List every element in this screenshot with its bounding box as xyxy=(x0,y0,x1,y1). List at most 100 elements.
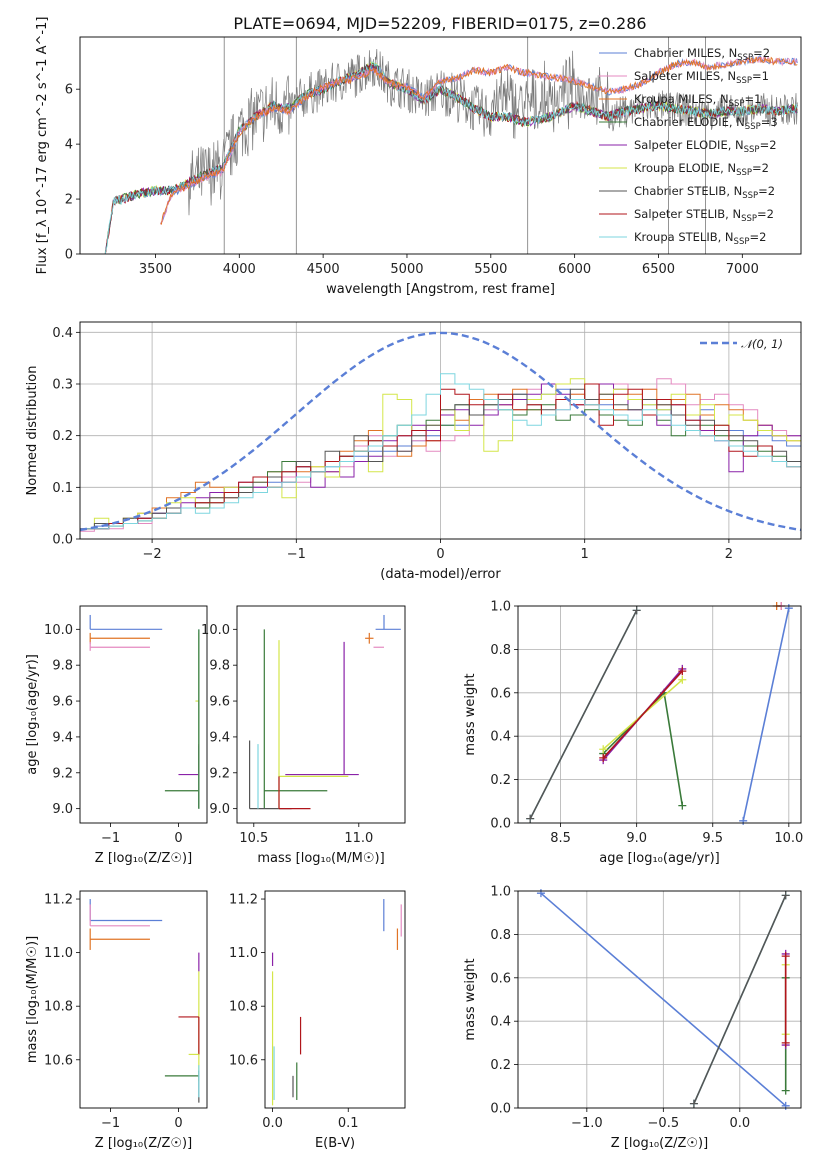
x-tick-label: 0 xyxy=(174,1116,182,1131)
plus-marker xyxy=(739,816,748,825)
axes-frame xyxy=(264,890,406,1109)
x-tick-label: 0 xyxy=(174,831,182,846)
y-tick-label: 9.0 xyxy=(209,802,230,817)
age_vs_Z-panel: −1 0 9.0 9.2 9.4 9.6 9.8 10.0 Z [log₁₀(Z/Z☉)] age… xyxy=(25,605,208,866)
x-tick-label: 0.0 xyxy=(729,1116,750,1131)
errorbar-point xyxy=(89,641,150,651)
y-tick-label: 1.0 xyxy=(490,885,511,900)
histogram-step xyxy=(80,373,801,539)
x-tick-label: 1 xyxy=(581,547,589,562)
legend-label-suffix: =2 xyxy=(752,161,769,175)
x-tick-label: −1 xyxy=(101,831,120,846)
x-tick-label: 6000 xyxy=(558,262,591,277)
y-tick-label: 0 xyxy=(65,248,73,263)
x-axis-label: age [log₁₀(age/yr)] xyxy=(599,851,720,866)
errorbars xyxy=(271,899,402,1106)
massweight_vs_Z-panel: −1.0 −0.5 0.0 0.0 0.2 0.4 0.6 0.8 1.0 Z [log₁₀(Z/… xyxy=(463,885,802,1151)
legend-label-suffix: =2 xyxy=(760,138,777,152)
x-tick-label: 2 xyxy=(725,547,733,562)
legend-label-main: Salpeter ELODIE, N xyxy=(634,138,744,152)
legend-label-main: Chabrier MILES, N xyxy=(634,46,737,60)
x-tick-label: 8.5 xyxy=(550,831,571,846)
plus-marker xyxy=(784,604,793,613)
axes-frame xyxy=(79,605,208,824)
y-tick-label: 11.2 xyxy=(229,893,258,908)
x-tick-label: 9.0 xyxy=(626,831,647,846)
axes-frame xyxy=(517,605,802,824)
legend-label-sub: SSP xyxy=(734,237,750,247)
plus-marker xyxy=(536,889,545,898)
legend-label-sub: SSP xyxy=(737,53,753,63)
plus-marker xyxy=(781,1038,790,1047)
errorbar-point xyxy=(178,1016,200,1055)
x-tick-label: 0.0 xyxy=(262,1116,283,1131)
x-tick-label: 0 xyxy=(436,547,444,562)
errorbar-point xyxy=(375,614,401,630)
x-tick-label: 4500 xyxy=(307,262,340,277)
y-tick-label: 0.3 xyxy=(52,378,73,393)
errorbar-point xyxy=(285,641,359,776)
legend-label-suffix: =1 xyxy=(752,69,769,83)
y-tick-label: 0.2 xyxy=(490,1058,511,1073)
x-axis-label: E(B-V) xyxy=(315,1136,355,1151)
histograms xyxy=(80,331,801,539)
weight-line xyxy=(602,691,684,806)
x-tick-label: 10.5 xyxy=(239,831,268,846)
legend-label-sub: SSP xyxy=(736,168,752,178)
y-tick-label: 0.4 xyxy=(490,1015,511,1030)
y-tick-label: 10.8 xyxy=(44,1000,73,1015)
legend-label-suffix: =2 xyxy=(749,230,766,244)
legend-label-main: Chabrier ELODIE, N xyxy=(634,115,745,129)
legend-label-main: Kroupa STELIB, N xyxy=(634,230,734,244)
x-tick-label: 11.0 xyxy=(344,831,373,846)
spectrum-lines xyxy=(104,37,798,254)
legend-label: Salpeter STELIB, NSSP=2 xyxy=(634,207,774,224)
residuals-panel: −2 −1 0 1 2 0.0 0.1 0.2 0.3 0.4 (data-model)/error… xyxy=(25,321,802,582)
y-tick-label: 0.4 xyxy=(52,326,73,341)
plus-marker xyxy=(678,667,687,676)
legend-label-main: Kroupa MILES, N xyxy=(634,92,729,106)
errorbar-point xyxy=(89,899,163,922)
y-tick-label: 11.0 xyxy=(44,946,73,961)
plus-marker xyxy=(781,952,790,961)
errorbar-point xyxy=(89,904,150,927)
legend-label-main: Chabrier STELIB, N xyxy=(634,184,742,198)
y-tick-label: 0.0 xyxy=(490,817,511,832)
axes-frame xyxy=(79,36,802,255)
errorbar-point xyxy=(164,790,200,809)
legend-label-sub: SSP xyxy=(729,99,745,109)
plus-marker xyxy=(599,753,608,762)
errorbar-point xyxy=(89,614,163,630)
spectrum-panel: 3500 4000 4500 5000 5500 6000 6500 7000 0 2 4 6 wave… xyxy=(35,17,802,297)
y-axis-label: mass weight xyxy=(463,958,478,1040)
x-tick-label: −1 xyxy=(287,547,306,562)
age_vs_mass-panel: 10.5 11.0 9.0 9.2 9.4 9.6 9.8 10.0 mass [log₁₀(M… xyxy=(201,605,406,866)
x-tick-label: 3500 xyxy=(139,262,172,277)
weight-lines xyxy=(536,889,790,1110)
legend-label-suffix: =2 xyxy=(758,184,775,198)
y-tick-label: 4 xyxy=(65,138,73,153)
x-tick-label: 10.0 xyxy=(774,831,803,846)
legend-label-suffix: =2 xyxy=(753,46,770,60)
y-axis-label: Normed distribution xyxy=(25,366,40,496)
y-tick-label: 9.2 xyxy=(209,766,230,781)
x-tick-label: 9.5 xyxy=(702,831,723,846)
legend-label: Chabrier MILES, NSSP=2 xyxy=(634,46,770,63)
errorbars xyxy=(249,614,401,810)
y-tick-label: 0.2 xyxy=(490,773,511,788)
legend-label: Salpeter MILES, NSSP=1 xyxy=(634,69,769,86)
legend-label-suffix: =1 xyxy=(744,92,761,106)
x-tick-label: 5000 xyxy=(390,262,423,277)
x-tick-label: −1.0 xyxy=(571,1116,603,1131)
x-tick-label: −1 xyxy=(101,1116,120,1131)
x-tick-label: 7000 xyxy=(726,262,759,277)
errorbar-point xyxy=(278,640,349,809)
weight-lines xyxy=(526,602,793,825)
y-tick-label: 0.6 xyxy=(490,686,511,701)
mass_vs_Z-panel: −1 0 10.6 10.8 11.0 11.2 Z [log₁₀(Z/Z☉)] mass [… xyxy=(25,890,208,1151)
legend-label-sub: SSP xyxy=(744,145,760,155)
y-tick-label: 9.6 xyxy=(209,695,230,710)
plus-marker xyxy=(678,675,687,684)
massweight_vs_age-panel: 8.5 9.0 9.5 10.0 0.0 0.2 0.4 0.6 0.8 1.0 age [log₁… xyxy=(463,600,803,867)
